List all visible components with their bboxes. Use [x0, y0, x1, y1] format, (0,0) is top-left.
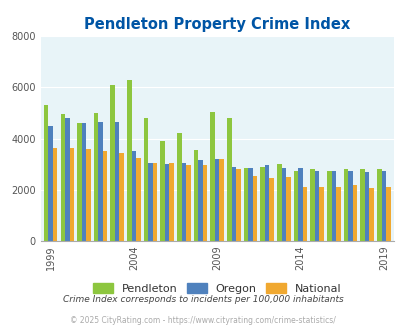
Bar [226, 118, 231, 241]
Bar [236, 169, 240, 241]
Bar [164, 164, 169, 241]
Bar [343, 169, 347, 241]
Bar [169, 163, 174, 241]
Bar [110, 85, 115, 241]
Bar [193, 150, 198, 241]
Title: Pendleton Property Crime Index: Pendleton Property Crime Index [84, 17, 350, 32]
Bar [286, 177, 290, 241]
Bar [115, 122, 119, 241]
Bar [198, 160, 202, 241]
Bar [152, 163, 157, 241]
Bar [298, 168, 302, 241]
Bar [214, 159, 219, 241]
Bar [119, 153, 124, 241]
Bar [48, 126, 53, 241]
Bar [302, 187, 307, 241]
Bar [77, 123, 81, 241]
Bar [347, 171, 352, 241]
Bar [248, 168, 252, 241]
Bar [376, 169, 381, 241]
Bar [131, 151, 136, 241]
Bar [181, 163, 185, 241]
Bar [69, 148, 74, 241]
Bar [136, 158, 140, 241]
Bar [331, 171, 335, 241]
Text: Crime Index corresponds to incidents per 100,000 inhabitants: Crime Index corresponds to incidents per… [62, 295, 343, 304]
Bar [65, 118, 69, 241]
Bar [60, 114, 65, 241]
Bar [277, 164, 281, 241]
Bar [264, 165, 269, 241]
Legend: Pendleton, Oregon, National: Pendleton, Oregon, National [93, 283, 340, 294]
Bar [385, 187, 390, 241]
Text: © 2025 CityRating.com - https://www.cityrating.com/crime-statistics/: © 2025 CityRating.com - https://www.city… [70, 316, 335, 325]
Bar [243, 168, 248, 241]
Bar [369, 188, 373, 241]
Bar [160, 141, 164, 241]
Bar [364, 172, 369, 241]
Bar [81, 123, 86, 241]
Bar [381, 171, 385, 241]
Bar [310, 169, 314, 241]
Bar [293, 171, 298, 241]
Bar [53, 148, 57, 241]
Bar [86, 149, 90, 241]
Bar [143, 118, 148, 241]
Bar [177, 134, 181, 241]
Bar [202, 165, 207, 241]
Bar [269, 178, 273, 241]
Bar [94, 113, 98, 241]
Bar [314, 171, 319, 241]
Bar [102, 151, 107, 241]
Bar [231, 167, 236, 241]
Bar [185, 165, 190, 241]
Bar [252, 176, 257, 241]
Bar [281, 168, 286, 241]
Bar [352, 185, 356, 241]
Bar [326, 171, 331, 241]
Bar [335, 187, 340, 241]
Bar [148, 163, 152, 241]
Bar [319, 187, 323, 241]
Bar [210, 112, 214, 241]
Bar [260, 167, 264, 241]
Bar [44, 105, 48, 241]
Bar [127, 80, 131, 241]
Bar [219, 159, 224, 241]
Bar [98, 122, 102, 241]
Bar [360, 169, 364, 241]
